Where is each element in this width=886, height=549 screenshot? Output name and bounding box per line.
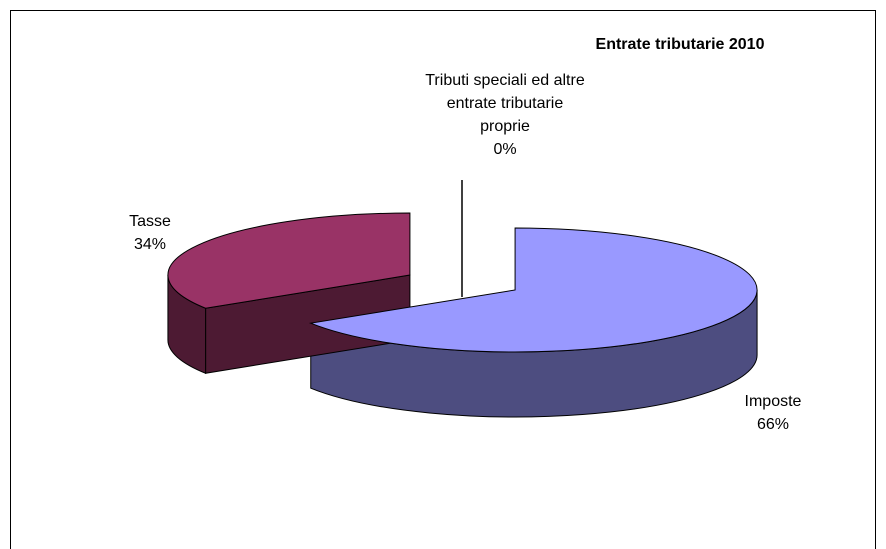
value-label: 0% <box>493 141 517 158</box>
pie-slice <box>308 227 758 353</box>
pie-tops <box>167 212 758 353</box>
value-label: 66% <box>756 416 790 433</box>
data-label-text: Imposte 66% <box>713 390 833 436</box>
data-label: Tributi speciali ed altre entrate tribut… <box>425 69 585 161</box>
category-label: Tasse <box>129 213 171 230</box>
value-label: 34% <box>133 236 167 253</box>
pie-slice <box>167 212 411 309</box>
data-label: Tasse 34% <box>90 210 210 256</box>
category-label: Tributi speciali ed altre entrate tribut… <box>425 72 585 135</box>
data-label-text: Tasse 34% <box>90 210 210 256</box>
category-label: Imposte <box>744 393 802 410</box>
data-label-text: Tributi speciali ed altre entrate tribut… <box>425 69 585 161</box>
chart-title: Entrate tributarie 2010 <box>596 36 765 53</box>
data-label: Imposte 66% <box>713 390 833 436</box>
